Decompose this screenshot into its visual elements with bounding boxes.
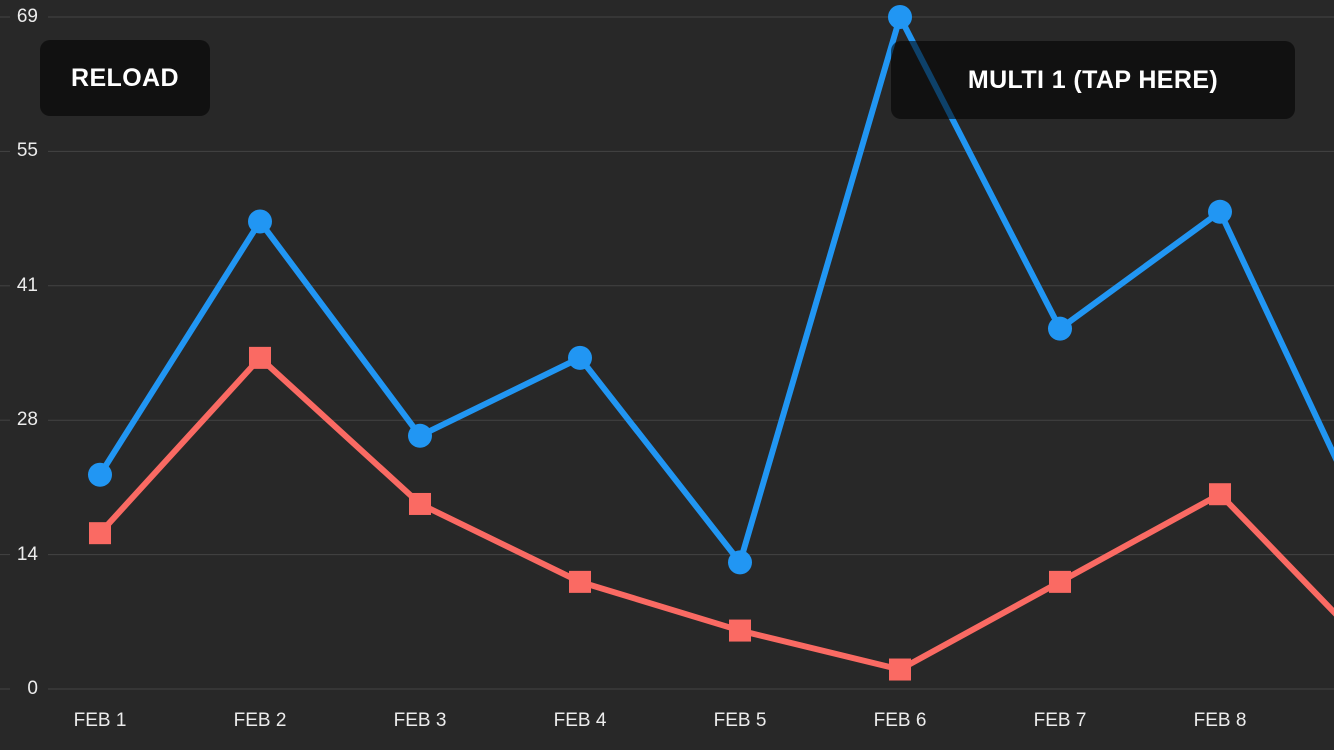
- red-series-point-feb-8[interactable]: [1209, 483, 1231, 506]
- red-series-point-feb-6[interactable]: [889, 658, 911, 681]
- x-tick-label-feb-5: FEB 5: [713, 710, 767, 731]
- gridlines: [0, 16, 1334, 690]
- multi-1-tap-here-button[interactable]: MULTI 1 (TAP HERE): [891, 41, 1295, 119]
- blue-series-point-feb-1[interactable]: [88, 462, 112, 487]
- red-series-point-feb-3[interactable]: [409, 492, 431, 515]
- blue-series-point-feb-4[interactable]: [568, 345, 592, 370]
- y-tick-label: 41: [16, 274, 38, 296]
- x-tick-label-feb-6: FEB 6: [873, 710, 927, 731]
- y-tick-label: 55: [16, 140, 38, 162]
- x-tick-label-feb-3: FEB 3: [393, 710, 447, 731]
- x-tick-label-feb-4: FEB 4: [553, 710, 607, 731]
- y-tick-label: 69: [16, 6, 38, 27]
- y-tick-label: 14: [16, 543, 38, 565]
- y-tick-label: 0: [27, 678, 38, 699]
- red-series-point-feb-5[interactable]: [729, 619, 751, 642]
- red-series-point-feb-2[interactable]: [249, 346, 271, 369]
- x-tick-label-feb-2: FEB 2: [233, 710, 287, 731]
- blue-series-point-feb-5[interactable]: [728, 550, 752, 575]
- blue-series-point-feb-6[interactable]: [888, 5, 912, 29]
- x-tick-label-feb-7: FEB 7: [1033, 710, 1087, 731]
- red-series-line: [97, 354, 1334, 673]
- red-series-point-feb-4[interactable]: [569, 570, 591, 593]
- x-tick-label-feb-1: FEB 1: [73, 710, 127, 731]
- blue-series-point-feb-2[interactable]: [248, 209, 272, 234]
- blue-series-point-feb-8[interactable]: [1208, 199, 1232, 224]
- reload-button[interactable]: RELOAD: [40, 40, 210, 116]
- y-tick-label: 28: [16, 409, 38, 431]
- blue-series-point-feb-7[interactable]: [1048, 316, 1072, 341]
- blue-series-point-feb-3[interactable]: [408, 423, 432, 448]
- red-series-point-feb-7[interactable]: [1049, 570, 1071, 593]
- red-series-point-feb-1[interactable]: [89, 522, 111, 545]
- x-tick-label-feb-8: FEB 8: [1193, 710, 1247, 731]
